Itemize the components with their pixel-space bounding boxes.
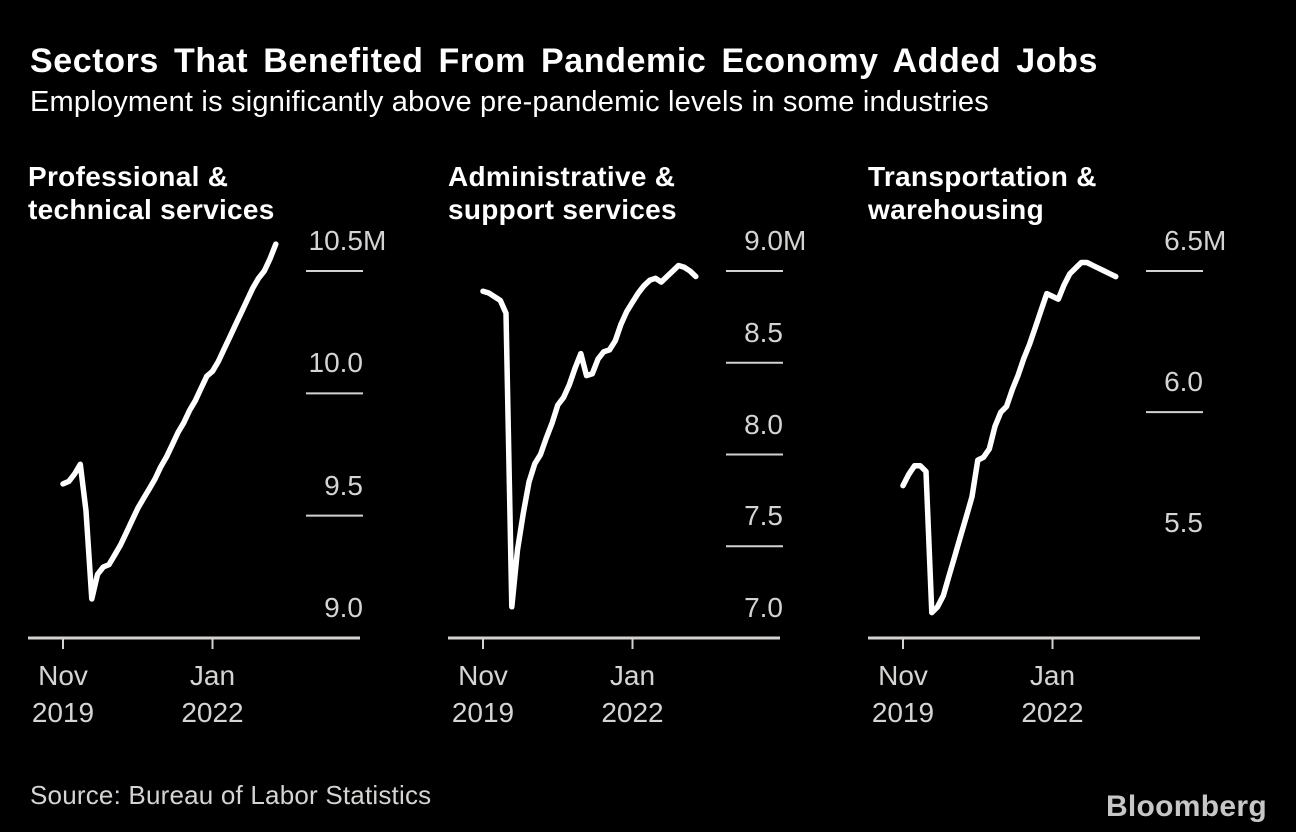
- x-axis-label: Jan 2022: [563, 657, 703, 731]
- chart-title: Transportation & warehousing: [868, 160, 1097, 226]
- x-axis-label-year: 2022: [1021, 697, 1084, 728]
- y-axis-label-value: 8.5: [744, 316, 783, 348]
- chart-title: Administrative & support services: [448, 160, 677, 226]
- y-axis-label: 8.0: [643, 408, 783, 442]
- y-axis-label: 6.0: [1063, 365, 1203, 399]
- bloomberg-logo: Bloomberg: [1105, 790, 1267, 823]
- y-axis-label: 8.5: [643, 316, 783, 350]
- employment-data-line: [60, 241, 279, 602]
- chart-professional-technical-services: Professional & technical services Nov 201…: [28, 160, 420, 740]
- employment-data-line: [900, 259, 1119, 616]
- y-axis-label-value: 5.5: [1164, 507, 1203, 539]
- y-axis-label-value: 8.0: [744, 408, 783, 440]
- x-axis-label-year: 2019: [451, 697, 515, 728]
- x-axis-label-month: Jan: [189, 660, 236, 691]
- chart-administrative-support-services: Administrative & support services Nov 201…: [448, 160, 840, 740]
- y-axis-label: 7.5: [643, 499, 783, 533]
- x-axis-label-year: 2022: [181, 697, 244, 728]
- line-chart-plot: [868, 259, 1203, 649]
- x-axis-label-month: Nov: [878, 660, 928, 691]
- x-axis-label-month: Jan: [1029, 660, 1076, 691]
- main-subtitle: Employment is significantly above pre-pa…: [30, 86, 989, 118]
- x-axis-label-year: 2022: [601, 697, 664, 728]
- source-attribution: Source: Bureau of Labor Statistics: [30, 780, 432, 810]
- x-axis-label: Nov 2019: [833, 657, 973, 731]
- chart-title-line-2: technical services: [28, 194, 275, 225]
- x-axis-label-year: 2019: [871, 697, 935, 728]
- y-axis-label-value: 9.0: [744, 225, 783, 256]
- main-title: Sectors That Benefited From Pandemic Eco…: [30, 42, 1099, 80]
- x-axis-label-month: Nov: [38, 660, 88, 691]
- y-axis-label-value: 7.5: [744, 500, 783, 532]
- employment-data-line: [480, 262, 699, 610]
- chart-title-line-2: warehousing: [868, 194, 1044, 225]
- y-axis-label: 9.5: [223, 469, 363, 503]
- y-axis-label: 9.0 M: [643, 224, 806, 258]
- y-axis-label: 10.0: [223, 346, 364, 380]
- chart-title: Professional & technical services: [28, 160, 275, 226]
- chart-title-line-1: Administrative &: [448, 161, 676, 192]
- y-axis-label-value: 6.0: [1164, 366, 1203, 398]
- y-axis-label-value: 6.5: [1164, 225, 1203, 256]
- chart-title-line-1: Transportation &: [868, 161, 1097, 192]
- chart-title-line-1: Professional &: [28, 161, 229, 192]
- y-axis-label-value: 9.0: [324, 592, 363, 623]
- x-axis-label-year: 2019: [31, 697, 95, 728]
- y-axis-label: 6.5 M: [1063, 224, 1226, 258]
- chart-title-line-2: support services: [448, 194, 677, 225]
- x-axis-label: Jan 2022: [983, 657, 1123, 731]
- y-axis-label-value: 10.5: [308, 225, 364, 256]
- x-axis-label: Nov 2019: [413, 657, 553, 731]
- line-chart-plot: [448, 262, 783, 649]
- y-axis-label: 10.5 M: [223, 224, 387, 258]
- y-axis-label: 5.5: [1063, 506, 1203, 540]
- line-chart-plot: [28, 241, 363, 649]
- y-axis-label-value: 10.0: [308, 347, 364, 379]
- y-axis-unit-suffix: M: [783, 225, 807, 256]
- y-axis-label-value: 9.5: [324, 469, 363, 501]
- y-axis-unit-suffix: M: [1203, 225, 1227, 256]
- x-axis-label-month: Nov: [458, 660, 508, 691]
- y-axis-label-value: 7.0: [744, 592, 783, 623]
- x-axis-label-month: Jan: [609, 660, 656, 691]
- y-axis-label: 7.0: [643, 591, 783, 625]
- x-axis-label: Jan 2022: [143, 657, 283, 731]
- y-axis-label: 9.0: [223, 591, 363, 625]
- x-axis-label: Nov 2019: [0, 657, 133, 731]
- chart-transportation-warehousing: Transportation & warehousing Nov 2019 Jan 2…: [868, 160, 1260, 740]
- y-axis-unit-suffix: M: [363, 225, 387, 256]
